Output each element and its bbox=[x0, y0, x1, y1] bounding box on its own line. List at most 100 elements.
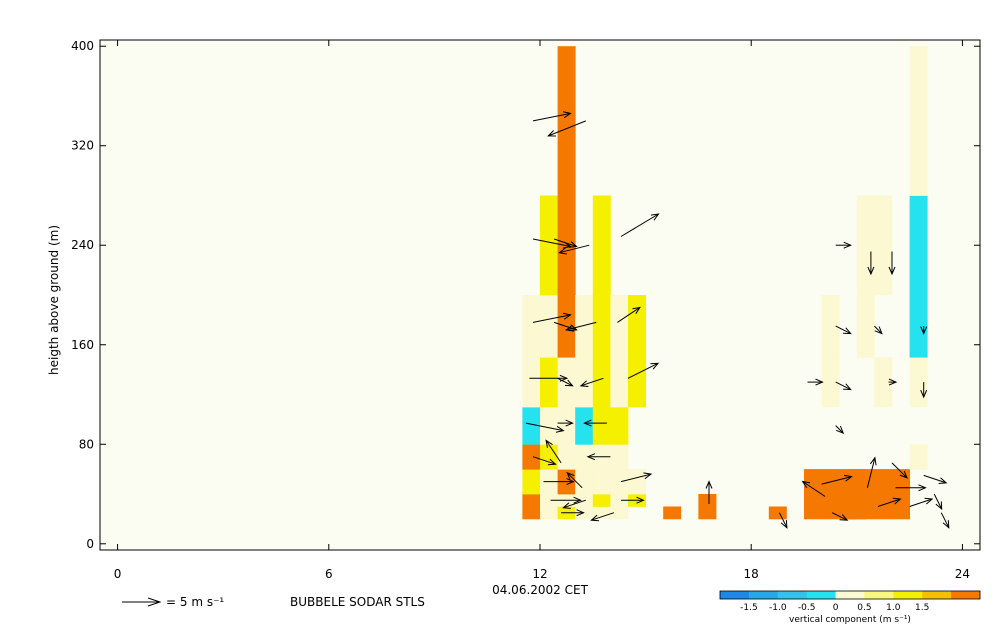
wind-vector-shaft bbox=[617, 306, 641, 323]
colorbar-swatch bbox=[922, 591, 952, 599]
colorbar-label: vertical component (m s⁻¹) bbox=[789, 615, 911, 625]
wind-vector-shaft bbox=[831, 512, 848, 521]
colorbar-tick-label: -1.5 bbox=[740, 603, 758, 613]
wind-vector-shaft bbox=[525, 422, 564, 432]
wind-vector-head bbox=[888, 378, 898, 386]
wind-vector-shaft bbox=[566, 321, 597, 331]
wind-vector-shaft bbox=[835, 325, 851, 335]
wind-vector-head bbox=[920, 389, 928, 399]
colorbar: -1.5 -1.0 -0.5 0 0.5 1.0 1.5 bbox=[719, 590, 981, 613]
wind-vector-head bbox=[705, 480, 713, 489]
wind-vector-shaft bbox=[874, 325, 883, 334]
wind-vector bbox=[778, 512, 788, 529]
heatmap-cell bbox=[909, 46, 928, 196]
wind-vector-shaft bbox=[835, 381, 851, 391]
heatmap-cell bbox=[522, 407, 541, 445]
y-tick-label: 0 bbox=[86, 537, 94, 551]
x-tick-label: 6 bbox=[325, 567, 333, 581]
wind-vector bbox=[888, 251, 896, 276]
wind-vector-shaft bbox=[620, 473, 652, 483]
colorbar-tick-label: -1.0 bbox=[769, 603, 787, 613]
wind-vector bbox=[835, 425, 845, 434]
wind-vector-head bbox=[562, 111, 572, 119]
heatmap-cell bbox=[663, 506, 682, 520]
source-label: BUBBELE SODAR STLS bbox=[290, 595, 425, 609]
wind-vector bbox=[891, 462, 908, 479]
wind-vector-head bbox=[562, 502, 571, 509]
heatmap-cell bbox=[575, 444, 594, 470]
wind-vector bbox=[920, 382, 928, 399]
wind-vector bbox=[888, 378, 898, 386]
wind-vector bbox=[874, 325, 883, 335]
colorbar-swatch bbox=[951, 591, 981, 599]
heatmap-cell bbox=[628, 295, 646, 358]
wind-vector-head bbox=[844, 474, 853, 482]
wind-vector-head bbox=[892, 497, 902, 505]
wind-vector-head bbox=[562, 241, 572, 249]
wind-vector bbox=[547, 120, 586, 137]
heatmap-cells bbox=[522, 46, 928, 520]
wind-vector bbox=[867, 251, 875, 276]
wind-vector-shaft bbox=[940, 512, 950, 528]
wind-vector-head bbox=[545, 439, 553, 448]
wind-vector-shaft bbox=[802, 481, 826, 497]
wind-vector-shaft bbox=[532, 456, 556, 465]
heatmap-cell bbox=[575, 407, 594, 445]
wind-vector-head bbox=[938, 477, 948, 484]
wind-vector-head bbox=[547, 130, 556, 137]
wind-vector-shaft bbox=[620, 213, 659, 237]
wind-vector-head bbox=[843, 383, 852, 391]
heatmap-cell bbox=[522, 357, 541, 408]
wind-vector-head bbox=[566, 478, 575, 486]
wind-vector-head bbox=[558, 247, 567, 255]
wind-vector bbox=[920, 326, 928, 335]
wind-vector bbox=[543, 478, 575, 486]
wind-vector bbox=[562, 499, 586, 509]
wind-vector bbox=[909, 497, 934, 507]
heatmap-cell bbox=[522, 295, 541, 358]
wind-vector bbox=[553, 238, 578, 248]
wind-vector-head bbox=[780, 520, 788, 529]
wind-vector bbox=[525, 422, 565, 433]
wind-vector-shaft bbox=[877, 498, 901, 507]
wind-vector-shaft bbox=[532, 238, 571, 247]
heatmap-cell bbox=[821, 295, 840, 358]
colorbar-tick-label: 0.5 bbox=[857, 603, 871, 613]
y-tick-label: 160 bbox=[71, 338, 94, 352]
x-axis-ticks: 0 6 12 18 24 bbox=[114, 40, 970, 581]
heatmap-cell bbox=[610, 295, 629, 358]
heatmap-cell bbox=[540, 357, 558, 408]
wind-vector bbox=[877, 497, 902, 507]
colorbar-tick-label: 1.0 bbox=[886, 603, 901, 613]
wind-vector-shaft bbox=[923, 474, 947, 484]
x-tick-label: 0 bbox=[114, 567, 122, 581]
wind-vector bbox=[835, 325, 852, 335]
wind-vector-shaft bbox=[933, 493, 943, 510]
heatmap-cell bbox=[874, 357, 893, 408]
wind-vector bbox=[835, 381, 852, 391]
wind-vector-head bbox=[874, 326, 883, 335]
wind-scale-arrowhead bbox=[147, 597, 162, 607]
wind-vector-head bbox=[562, 312, 572, 320]
heatmap-cell bbox=[592, 407, 611, 445]
heatmap-cell bbox=[522, 469, 541, 495]
x-tick-label: 24 bbox=[955, 567, 970, 581]
heatmap-cell bbox=[592, 295, 611, 358]
wind-vector-head bbox=[942, 520, 950, 529]
wind-vector-shaft bbox=[566, 472, 583, 489]
heatmap-cell bbox=[540, 295, 558, 358]
wind-vector bbox=[866, 456, 877, 488]
wind-vector-head bbox=[924, 497, 934, 505]
wind-vector-head bbox=[632, 306, 641, 314]
wind-vector-shaft bbox=[548, 120, 586, 137]
wind-vector-head bbox=[583, 419, 592, 427]
x-tick-label: 18 bbox=[744, 567, 759, 581]
heatmap-cell bbox=[522, 444, 541, 470]
colorbar-swatch bbox=[806, 591, 836, 599]
wind-vector bbox=[940, 512, 950, 529]
wind-scale-legend: = 5 m s⁻¹ bbox=[122, 595, 224, 609]
wind-vector-shaft bbox=[591, 512, 615, 521]
wind-vector bbox=[620, 213, 660, 237]
heatmap-cell bbox=[909, 357, 928, 408]
wind-vector bbox=[579, 377, 604, 387]
